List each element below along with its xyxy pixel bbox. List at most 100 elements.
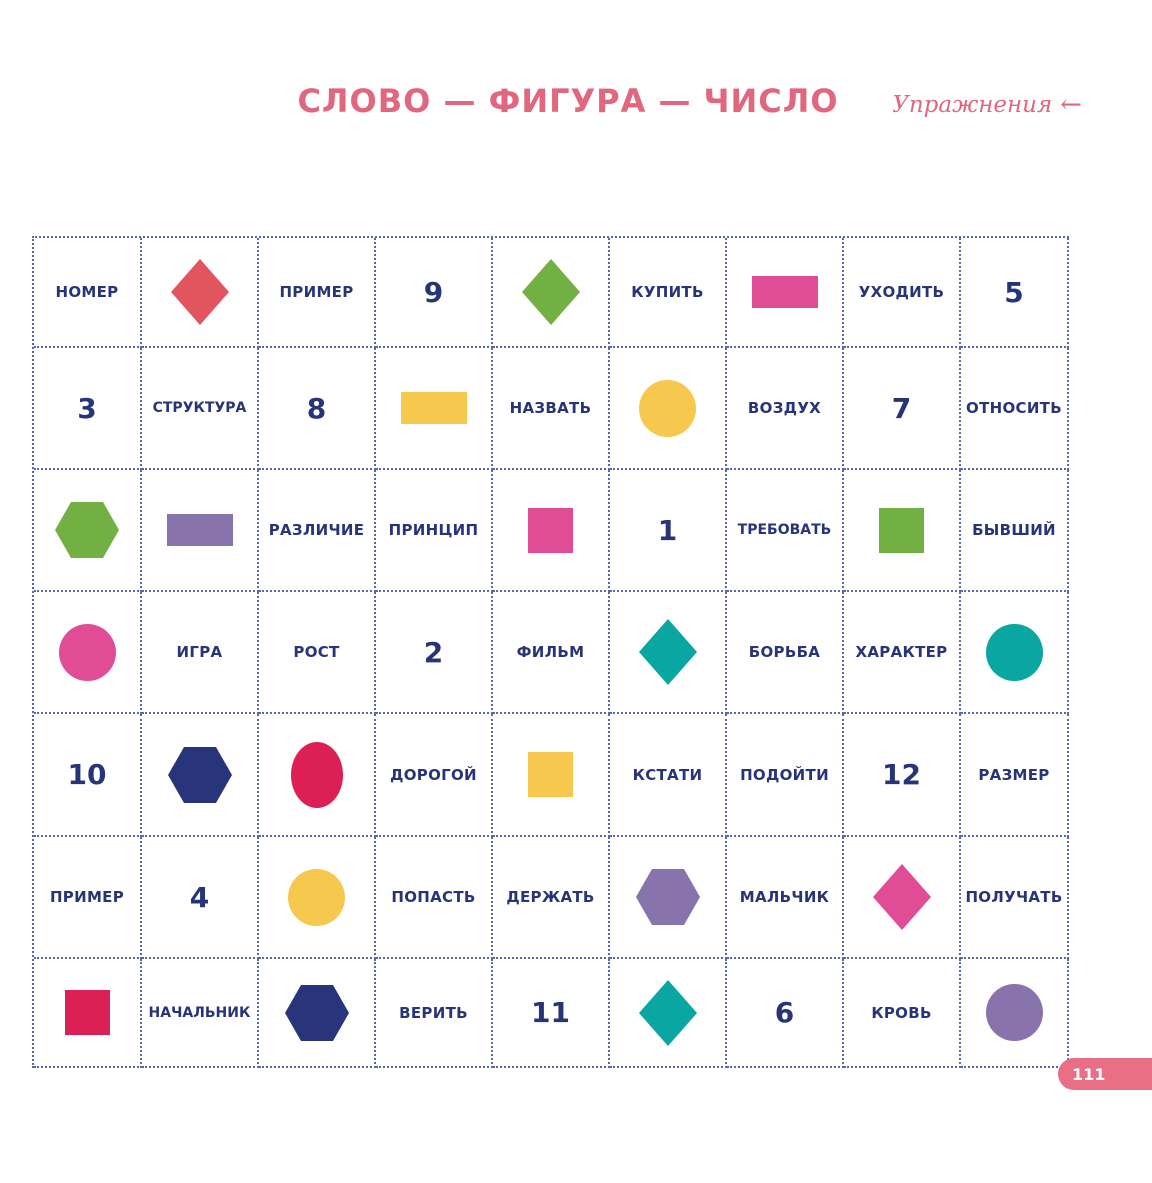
grid-cell: 4	[142, 837, 259, 959]
diamond-fill	[638, 979, 697, 1046]
hexagon-fill	[55, 502, 119, 558]
word-label: КРОВЬ	[871, 1003, 932, 1022]
grid-cell	[610, 959, 727, 1068]
grid-cell	[34, 470, 142, 592]
word-label: ВОЗДУХ	[747, 399, 822, 417]
grid-cell: УХОДИТЬ	[844, 238, 961, 348]
grid-cell	[376, 348, 493, 470]
word-label: РАЗЛИЧИЕ	[268, 521, 365, 539]
word-label: ТРЕБОВАТЬ	[737, 522, 832, 538]
grid-cell: 7	[844, 348, 961, 470]
circle-fill	[288, 868, 345, 926]
word-label: ФИЛЬМ	[516, 643, 585, 661]
grid-cell: 9	[376, 238, 493, 348]
grid-cell: 1	[610, 470, 727, 592]
square-fill	[528, 752, 573, 797]
word-label: ДЕРЖАТЬ	[506, 888, 595, 906]
grid-cell: НАЗВАТЬ	[493, 348, 610, 470]
rectangle-fill	[751, 276, 818, 308]
teal-diamond-shape	[638, 979, 697, 1046]
grid-cell: СТРУКТУРА	[142, 348, 259, 470]
grid-cell: 11	[493, 959, 610, 1068]
word-label: НОМЕР	[55, 283, 119, 301]
grid-cell: ТРЕБОВАТЬ	[727, 470, 844, 592]
pink-rectangle-shape	[751, 276, 818, 308]
oval-fill	[290, 741, 343, 808]
grid-cell	[259, 959, 376, 1068]
grid-cell: БЫВШИЙ	[961, 470, 1069, 592]
grid-cell: КУПИТЬ	[610, 238, 727, 348]
square-fill	[64, 990, 110, 1035]
page-number: 111	[1072, 1064, 1106, 1084]
grid-cell	[142, 238, 259, 348]
crimson-oval-shape	[290, 741, 343, 808]
word-label: НАЗВАТЬ	[509, 399, 592, 417]
number-label: 5	[1004, 275, 1024, 309]
page-title: СЛОВО — ФИГУРА — ЧИСЛО	[297, 82, 839, 120]
word-label: ХАРАКТЕР	[855, 643, 948, 661]
pink-circle-shape	[58, 623, 116, 681]
grid-cell: НОМЕР	[34, 238, 142, 348]
green-hexagon-shape	[55, 502, 119, 558]
word-label: ПОЛУЧАТЬ	[965, 888, 1063, 906]
circle-fill	[639, 379, 696, 437]
grid-cell	[610, 837, 727, 959]
number-label: 1	[657, 513, 678, 547]
number-label: 6	[774, 996, 795, 1029]
word-label: КУПИТЬ	[631, 283, 704, 301]
grid-cell: ФИЛЬМ	[493, 592, 610, 714]
grid-cell: МАЛЬЧИК	[727, 837, 844, 959]
number-label: 4	[189, 880, 210, 914]
word-label: РАЗМЕР	[978, 765, 1050, 784]
word-label: ПРИМЕР	[49, 888, 125, 906]
section-tag: Упражнения ←	[892, 92, 1082, 118]
circle-fill	[58, 623, 116, 681]
grid-cell	[844, 837, 961, 959]
grid-cell	[844, 470, 961, 592]
word-label: РОСТ	[293, 643, 340, 661]
word-label: ВЕРИТЬ	[399, 1003, 468, 1022]
diamond-fill	[170, 259, 229, 325]
diamond-fill	[872, 864, 931, 930]
word-label: КСТАТИ	[632, 765, 703, 784]
grid-cell: ПРИНЦИП	[376, 470, 493, 592]
grid-cell	[610, 592, 727, 714]
crimson-square-shape	[64, 990, 110, 1035]
circle-fill	[985, 984, 1043, 1041]
grid-cell: ВЕРИТЬ	[376, 959, 493, 1068]
grid-cell: ИГРА	[142, 592, 259, 714]
grid-cell: КСТАТИ	[610, 714, 727, 837]
rectangle-fill	[166, 514, 233, 546]
grid-cell: КРОВЬ	[844, 959, 961, 1068]
word-label: БЫВШИЙ	[972, 521, 1056, 539]
arrow-left-icon: ←	[1060, 90, 1082, 120]
word-label: ПРИМЕР	[279, 283, 354, 301]
exercise-grid: НОМЕР ПРИМЕР 9 КУПИТЬ УХОДИТЬ 5 3 СТРУКТУРА 8 НАЗ…	[32, 236, 1069, 1068]
yellow-rectangle-shape	[400, 392, 467, 424]
grid-cell: РАЗМЕР	[961, 714, 1069, 837]
word-label: СТРУКТУРА	[152, 400, 247, 416]
number-label: 12	[882, 758, 921, 791]
pink-square-shape	[528, 507, 573, 553]
grid-cell	[727, 238, 844, 348]
grid-cell	[34, 959, 142, 1068]
grid-cell: НАЧАЛЬНИК	[142, 959, 259, 1068]
navy-hexagon-shape	[167, 746, 232, 803]
square-fill	[879, 507, 924, 553]
purple-rectangle-shape	[166, 514, 233, 546]
grid-cell: 5	[961, 238, 1069, 348]
grid-cell	[142, 714, 259, 837]
grid-cell: ПОЛУЧАТЬ	[961, 837, 1069, 959]
grid-cell	[493, 238, 610, 348]
hexagon-fill	[284, 984, 349, 1041]
grid-cell	[610, 348, 727, 470]
yellow-square-shape	[528, 752, 573, 797]
word-label: ИГРА	[176, 643, 223, 661]
grid-cell: 2	[376, 592, 493, 714]
number-label: 2	[423, 635, 444, 669]
navy-hexagon-shape	[284, 984, 349, 1041]
word-label: УХОДИТЬ	[858, 283, 945, 301]
hexagon-fill	[635, 869, 700, 925]
rectangle-fill	[400, 392, 467, 424]
grid-cell: ПРИМЕР	[34, 837, 142, 959]
